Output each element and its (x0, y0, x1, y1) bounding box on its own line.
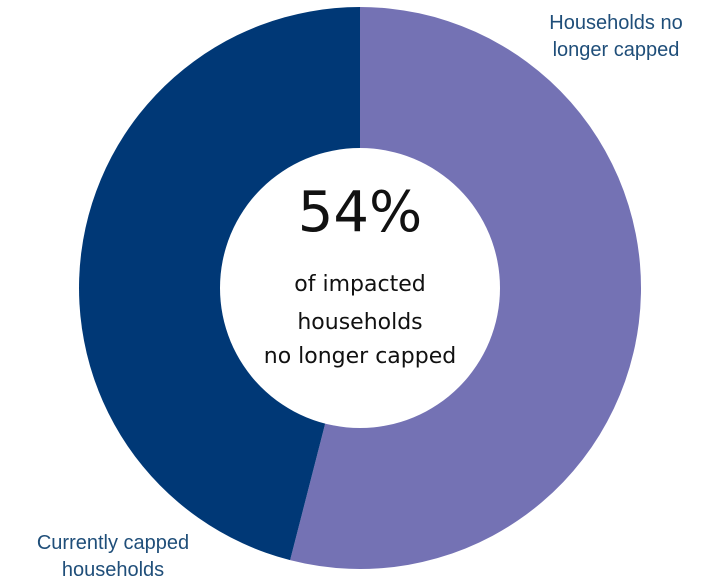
center-value: 54% (297, 180, 423, 245)
slice-label-currently-capped-line-1: Currently capped (36, 532, 190, 554)
slice-label-no-longer-capped: Households no longer capped (525, 10, 707, 64)
center-label-line-1: of impacted (294, 272, 426, 297)
slice-label-currently-capped-line-2: households (61, 559, 165, 581)
center-label-line-2: households (297, 310, 423, 335)
center-label-line-3: no longer capped (263, 344, 457, 369)
donut-hole (220, 148, 500, 428)
slice-label-currently-capped: Currently capped households (10, 530, 216, 584)
slice-label-no-longer-capped-line-1: Households no (549, 12, 683, 34)
slice-label-no-longer-capped-line-2: longer capped (552, 39, 680, 61)
slice-currently-capped (79, 7, 360, 561)
